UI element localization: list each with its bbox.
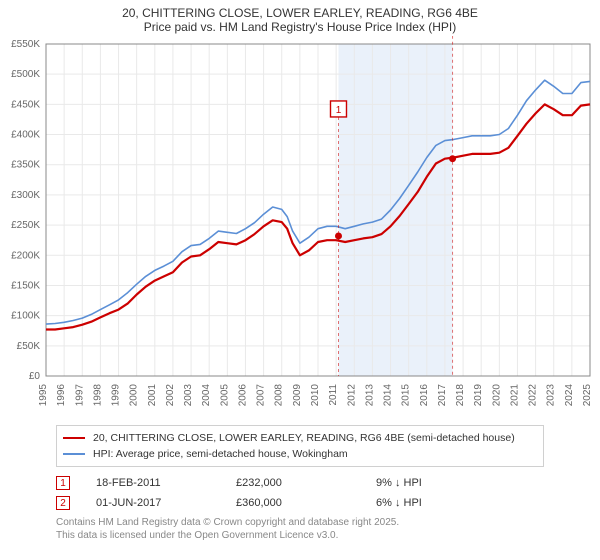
svg-text:2025: 2025 <box>582 384 593 407</box>
svg-text:£500K: £500K <box>11 69 40 80</box>
svg-text:2012: 2012 <box>346 384 357 407</box>
svg-text:2015: 2015 <box>401 384 412 407</box>
annotation-date: 18-FEB-2011 <box>96 477 236 489</box>
svg-text:2016: 2016 <box>419 384 430 407</box>
title-line-2: Price paid vs. HM Land Registry's House … <box>10 20 590 34</box>
svg-text:1: 1 <box>336 105 342 116</box>
svg-text:£200K: £200K <box>11 250 40 261</box>
svg-text:2022: 2022 <box>528 384 539 407</box>
annotation-delta: 9% ↓ HPI <box>376 477 476 489</box>
annotation-row: 1 18-FEB-2011 £232,000 9% ↓ HPI <box>56 473 580 493</box>
svg-text:2010: 2010 <box>310 384 321 407</box>
svg-text:2006: 2006 <box>237 384 248 407</box>
svg-text:2023: 2023 <box>546 384 557 407</box>
legend-label: HPI: Average price, semi-detached house,… <box>93 448 348 460</box>
svg-text:£300K: £300K <box>11 190 40 201</box>
svg-text:1998: 1998 <box>92 384 103 407</box>
annotation-price: £360,000 <box>236 497 376 509</box>
svg-text:2024: 2024 <box>564 384 575 407</box>
line-chart-svg: £0 £50K £100K £150K £200K £250K £300K £350K £400… <box>0 36 600 421</box>
svg-text:2008: 2008 <box>274 384 285 407</box>
svg-text:2005: 2005 <box>219 384 230 407</box>
svg-text:2000: 2000 <box>129 384 140 407</box>
svg-text:2001: 2001 <box>147 384 158 407</box>
svg-text:2017: 2017 <box>437 384 448 407</box>
svg-text:£450K: £450K <box>11 99 40 110</box>
legend-item: HPI: Average price, semi-detached house,… <box>63 446 537 462</box>
chart-container: 20, CHITTERING CLOSE, LOWER EARLEY, READ… <box>0 0 600 560</box>
svg-text:2004: 2004 <box>201 384 212 407</box>
svg-text:£550K: £550K <box>11 39 40 50</box>
legend-item: 20, CHITTERING CLOSE, LOWER EARLEY, READ… <box>63 430 537 446</box>
svg-text:2021: 2021 <box>509 384 520 407</box>
legend: 20, CHITTERING CLOSE, LOWER EARLEY, READ… <box>56 425 544 467</box>
annotation-row: 2 01-JUN-2017 £360,000 6% ↓ HPI <box>56 493 580 513</box>
svg-text:1996: 1996 <box>56 384 67 407</box>
legend-swatch <box>63 453 85 455</box>
annotation-table: 1 18-FEB-2011 £232,000 9% ↓ HPI 2 01-JUN… <box>56 473 580 513</box>
svg-text:2019: 2019 <box>473 384 484 407</box>
annotation-price: £232,000 <box>236 477 376 489</box>
annotation-marker: 1 <box>56 476 70 490</box>
annotation-date: 01-JUN-2017 <box>96 497 236 509</box>
svg-text:£400K: £400K <box>11 130 40 141</box>
svg-text:£100K: £100K <box>11 311 40 322</box>
svg-text:£350K: £350K <box>11 160 40 171</box>
legend-swatch <box>63 437 85 439</box>
svg-text:£250K: £250K <box>11 220 40 231</box>
chart-footer: 20, CHITTERING CLOSE, LOWER EARLEY, READ… <box>0 425 600 546</box>
svg-text:2003: 2003 <box>183 384 194 407</box>
svg-text:£50K: £50K <box>17 341 41 352</box>
annotation-delta: 6% ↓ HPI <box>376 497 476 509</box>
svg-text:1995: 1995 <box>38 384 49 407</box>
svg-text:2014: 2014 <box>383 384 394 407</box>
copyright-line-2: This data is licensed under the Open Gov… <box>56 530 580 543</box>
svg-text:1999: 1999 <box>111 384 122 407</box>
legend-label: 20, CHITTERING CLOSE, LOWER EARLEY, READ… <box>93 432 515 444</box>
svg-text:£150K: £150K <box>11 280 40 291</box>
chart-plot-area: £0 £50K £100K £150K £200K £250K £300K £350K £400… <box>0 36 600 421</box>
title-line-1: 20, CHITTERING CLOSE, LOWER EARLEY, READ… <box>10 6 590 20</box>
svg-text:2011: 2011 <box>328 384 339 406</box>
annotation-marker: 2 <box>56 496 70 510</box>
svg-text:2002: 2002 <box>165 384 176 407</box>
svg-text:2007: 2007 <box>256 384 267 407</box>
chart-title: 20, CHITTERING CLOSE, LOWER EARLEY, READ… <box>0 0 600 36</box>
svg-text:2020: 2020 <box>491 384 502 407</box>
svg-text:2013: 2013 <box>364 384 375 407</box>
copyright-line-1: Contains HM Land Registry data © Crown c… <box>56 517 580 530</box>
copyright: Contains HM Land Registry data © Crown c… <box>56 517 580 542</box>
svg-text:2009: 2009 <box>292 384 303 407</box>
svg-text:£0: £0 <box>29 371 41 382</box>
svg-text:1997: 1997 <box>74 384 85 407</box>
svg-text:2018: 2018 <box>455 384 466 407</box>
